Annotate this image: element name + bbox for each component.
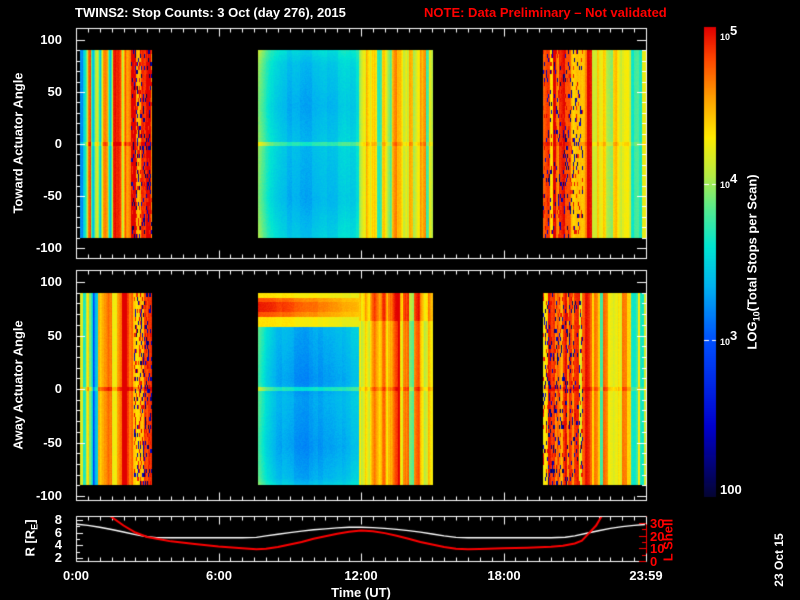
- colorbar-tick-1e5: 105: [720, 23, 738, 42]
- colorbar-axis-title: LOG10(Total Stops per Scan): [744, 174, 762, 350]
- r-tick-label: 4: [54, 537, 62, 552]
- angle-tick-label: 100: [40, 32, 62, 47]
- colorbar-tick-1e3: 103: [720, 328, 738, 347]
- l-shell-tick-label: 0: [650, 554, 658, 569]
- r-tick-label: 6: [54, 525, 62, 540]
- date-stamp: 23 Oct 15: [772, 533, 786, 587]
- l-shell-tick-label: 30: [650, 516, 665, 531]
- time-tick-label: 6:00: [205, 568, 233, 583]
- r-tick-label: 8: [54, 512, 62, 527]
- colorbar-tick-100: 100: [720, 482, 742, 497]
- l-shell-tick-label: 20: [650, 529, 665, 544]
- l-shell-tick-label: 10: [650, 541, 665, 556]
- angle-tick-label: -50: [43, 188, 62, 203]
- r-tick-label: 2: [54, 550, 62, 565]
- preliminary-note: NOTE: Data Preliminary – Not validated: [424, 5, 667, 20]
- angle-tick-label: 0: [54, 381, 62, 396]
- angle-tick-label: -50: [43, 435, 62, 450]
- time-tick-label: 18:00: [487, 568, 521, 583]
- time-tick-label: 23:59: [629, 568, 663, 583]
- colorbar-tick-1e4: 104: [720, 171, 738, 190]
- page-title: TWINS2: Stop Counts: 3 Oct (day 276), 20…: [75, 5, 346, 20]
- time-axis-title: Time (UT): [331, 585, 391, 600]
- angle-tick-label: 50: [47, 328, 62, 343]
- time-tick-label: 12:00: [344, 568, 378, 583]
- angle-tick-label: -100: [35, 488, 62, 503]
- angle-tick-label: -100: [35, 240, 62, 255]
- angle-tick-label: 100: [40, 274, 62, 289]
- angle-tick-label: 50: [47, 84, 62, 99]
- angle-tick-label: 0: [54, 136, 62, 151]
- time-tick-label: 0:00: [62, 568, 90, 583]
